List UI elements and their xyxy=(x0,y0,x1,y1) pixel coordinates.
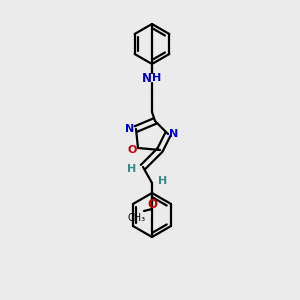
Text: N: N xyxy=(142,71,152,85)
Text: H: H xyxy=(158,176,168,186)
Text: H: H xyxy=(128,164,136,174)
Text: O: O xyxy=(147,199,157,212)
Text: CH₃: CH₃ xyxy=(128,213,146,223)
Text: H: H xyxy=(152,73,162,83)
Text: O: O xyxy=(127,145,137,155)
Text: N: N xyxy=(125,124,135,134)
Text: N: N xyxy=(169,129,178,139)
